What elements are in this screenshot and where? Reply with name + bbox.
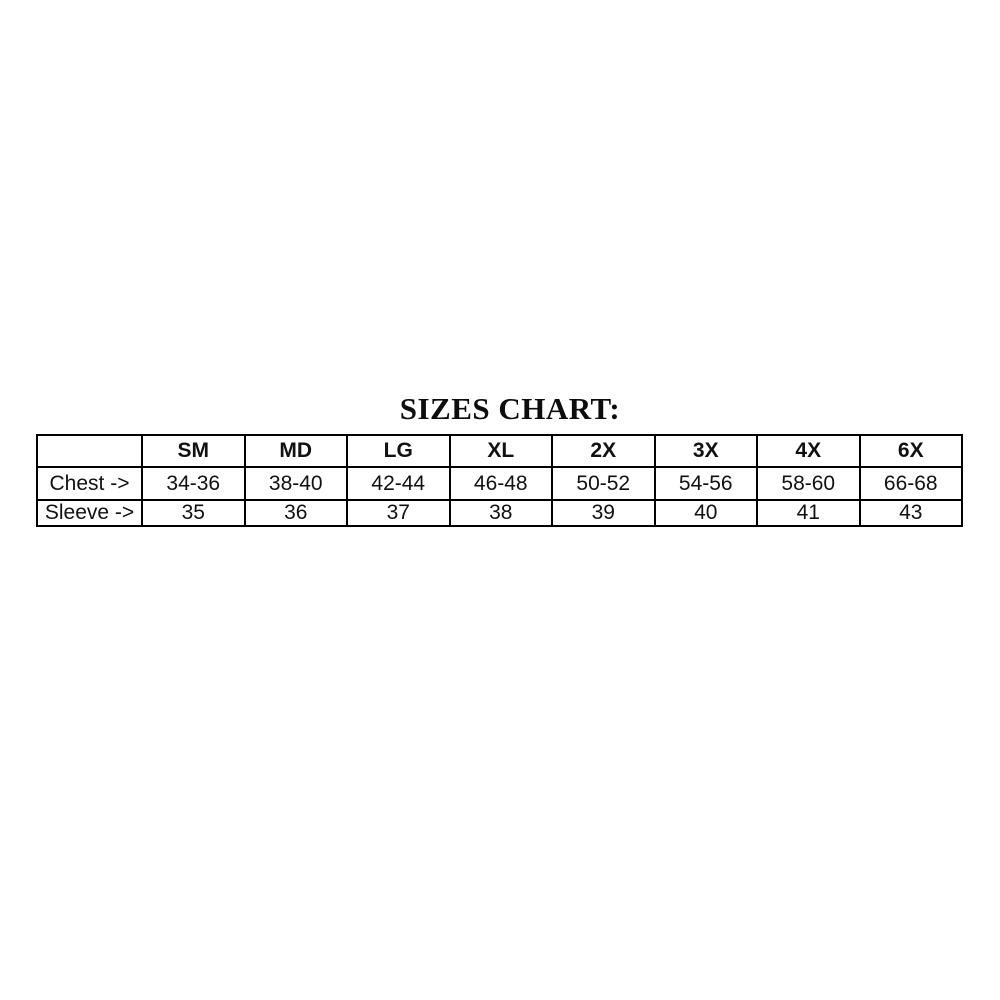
chest-cell-sm: 34-36 (141, 466, 246, 501)
sleeve-cell-2x: 39 (551, 499, 656, 527)
row-label-sleeve: Sleeve -> (36, 499, 143, 527)
sizes-table: SM MD LG XL 2X 3X 4X 6X Chest -> 34-36 3… (36, 434, 963, 527)
sleeve-cell-lg: 37 (346, 499, 451, 527)
chest-cell-3x: 54-56 (653, 466, 758, 501)
chest-cell-lg: 42-44 (346, 466, 451, 501)
chest-cell-md: 38-40 (243, 466, 348, 501)
row-label-chest: Chest -> (36, 466, 143, 501)
header-cell-4x: 4X (756, 434, 861, 468)
chest-cell-4x: 58-60 (756, 466, 861, 501)
header-cell-6x: 6X (858, 434, 963, 468)
sleeve-cell-3x: 40 (653, 499, 758, 527)
sleeve-cell-4x: 41 (756, 499, 861, 527)
header-cell-md: MD (243, 434, 348, 468)
chest-cell-xl: 46-48 (448, 466, 553, 501)
page-title: SIZES CHART: (399, 391, 621, 426)
sleeve-cell-xl: 38 (448, 499, 553, 527)
sleeve-cell-6x: 43 (858, 499, 963, 527)
header-cell-sm: SM (141, 434, 246, 468)
sleeve-cell-sm: 35 (141, 499, 246, 527)
header-cell-lg: LG (346, 434, 451, 468)
chest-cell-6x: 66-68 (858, 466, 963, 501)
sleeve-cell-md: 36 (243, 499, 348, 527)
header-cell-2x: 2X (551, 434, 656, 468)
chest-cell-2x: 50-52 (551, 466, 656, 501)
header-cell-empty (36, 434, 143, 468)
table-row-sleeve: Sleeve -> 35 36 37 38 39 40 41 43 (36, 499, 963, 527)
header-cell-3x: 3X (653, 434, 758, 468)
table-header-row: SM MD LG XL 2X 3X 4X 6X (36, 434, 963, 468)
header-cell-xl: XL (448, 434, 553, 468)
table-row-chest: Chest -> 34-36 38-40 42-44 46-48 50-52 5… (36, 466, 963, 501)
